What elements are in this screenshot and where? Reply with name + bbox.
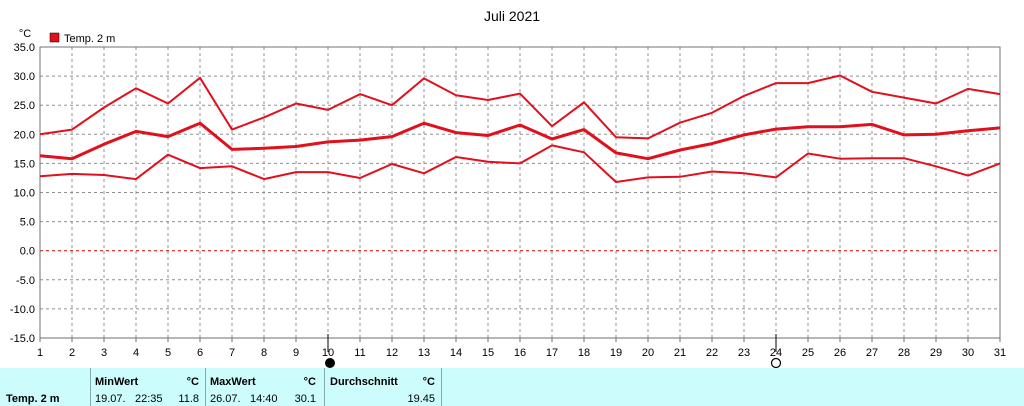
x-tick-label: 10 [322, 347, 334, 359]
divider [205, 368, 206, 406]
unit-label: °C [19, 28, 31, 40]
x-tick-label: 30 [962, 347, 974, 359]
x-tick-label: 15 [482, 347, 494, 359]
x-tick-label: 19 [610, 347, 622, 359]
x-tick-label: 7 [229, 347, 235, 359]
x-tick-label: 25 [802, 347, 814, 359]
x-tick-label: 2 [69, 347, 75, 359]
full-moon-icon [325, 358, 335, 368]
max-date: 26.07. [210, 393, 241, 405]
x-tick-label: 27 [866, 347, 878, 359]
min-value: 11.8 [178, 393, 199, 405]
divider [441, 368, 442, 406]
stats-series-cell: Temp. 2 m [0, 368, 90, 406]
stats-min-cell: MinWert °C 19.07. 22:35 11.8 [91, 368, 205, 406]
x-tick-label: 4 [133, 347, 139, 359]
x-tick-label: 1 [37, 347, 43, 359]
x-tick-label: 29 [930, 347, 942, 359]
divider [324, 368, 325, 406]
x-tick-label: 6 [197, 347, 203, 359]
divider [90, 368, 91, 406]
x-tick-label: 21 [674, 347, 686, 359]
x-tick-label: 8 [261, 347, 267, 359]
y-tick-label: -15.0 [10, 333, 35, 345]
stats-bar: Temp. 2 m MinWert °C 19.07. 22:35 11.8 M… [0, 368, 1024, 406]
x-tick-label: 11 [354, 347, 365, 359]
y-tick-label: 0.0 [20, 246, 35, 258]
series-line [39, 144, 1001, 183]
stats-max-cell: MaxWert °C 26.07. 14:40 30.1 [206, 368, 324, 406]
y-tick-label: 30.0 [14, 71, 35, 83]
x-tick-label: 26 [834, 347, 846, 359]
legend-label: Temp. 2 m [64, 33, 115, 45]
y-tick-label: 15.0 [14, 158, 35, 170]
stats-avg-cell: Durchschnitt °C 19.45 [325, 368, 441, 406]
x-tick-label: 24 [770, 347, 782, 359]
y-tick-label: 5.0 [20, 217, 35, 229]
temperature-chart: Juli 2021 °C Temp. 2 m 35.030.025.020.01… [10, 8, 1006, 368]
new-moon-icon [770, 357, 782, 368]
x-tick-label: 16 [514, 347, 526, 359]
x-tick-label: 14 [450, 347, 462, 359]
x-tick-label: 18 [578, 347, 590, 359]
max-unit: °C [303, 376, 316, 388]
x-tick-label: 12 [386, 347, 398, 359]
max-value: 30.1 [294, 393, 316, 405]
min-date: 19.07. [95, 393, 126, 405]
series-line [39, 74, 1001, 140]
y-tick-label: -5.0 [16, 275, 35, 287]
x-tick-label: 9 [293, 347, 299, 359]
stats-series-label: Temp. 2 m [6, 393, 60, 405]
y-tick-label: -10.0 [10, 304, 35, 316]
x-tick-label: 17 [546, 347, 558, 359]
max-time: 14:40 [250, 393, 278, 405]
plot-area: 35.0 30.0 25.0 20.0 15.0 10.0 5.0 0.0 -5.0 -10.0 -… [10, 42, 1006, 368]
y-tick-label: 20.0 [14, 129, 35, 141]
x-tick-label: 22 [706, 347, 718, 359]
x-tick-label: 20 [642, 347, 654, 359]
avg-title: Durchschnitt [330, 376, 398, 388]
min-title: MinWert [95, 376, 139, 388]
x-tick-label: 31 [994, 347, 1006, 359]
legend-swatch [49, 32, 60, 43]
y-tick-label: 10.0 [14, 188, 35, 200]
y-tick-label: 35.0 [14, 42, 35, 54]
x-tick-label: 13 [418, 347, 430, 359]
min-time: 22:35 [135, 393, 163, 405]
max-title: MaxWert [210, 376, 256, 388]
x-tick-label: 23 [738, 347, 750, 359]
x-tick-label: 3 [101, 347, 107, 359]
min-unit: °C [186, 376, 199, 388]
avg-unit: °C [422, 376, 435, 388]
series-line [39, 121, 1001, 161]
y-tick-label: 25.0 [14, 100, 35, 112]
x-tick-label: 5 [165, 347, 171, 359]
chart-title: Juli 2021 [484, 8, 540, 24]
x-tick-label: 28 [898, 347, 910, 359]
avg-value: 19.45 [407, 393, 435, 405]
